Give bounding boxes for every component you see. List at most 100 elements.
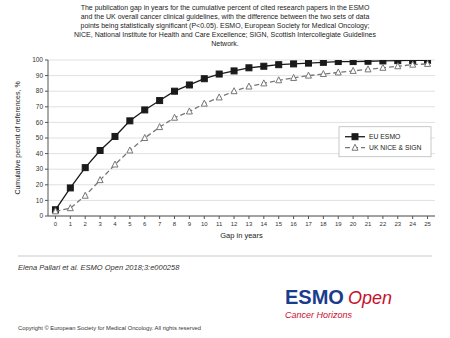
x-tick [159,216,160,219]
point [335,60,341,65]
x-axis-line [48,216,435,217]
point [142,107,148,113]
footer: Elena Pallari et al. ESMO Open 2018;3:e0… [18,263,392,331]
line [55,60,427,209]
x-tick-label: 20 [350,221,357,227]
series [52,60,430,213]
point [82,165,88,171]
legend-label: UK NICE & SIGN [369,144,422,151]
x-tick-label: 16 [290,221,297,227]
y-tick-label: 50 [36,134,44,141]
point [231,68,237,74]
plot [52,60,430,214]
x-tick [204,216,205,219]
x-tick-label: 15 [275,221,282,227]
x-tick [412,216,413,219]
y-tick-label: 40 [36,150,44,157]
point [112,133,118,139]
point [231,88,237,94]
point [157,98,163,104]
point [350,67,356,73]
x-tick-label: 22 [380,221,387,227]
annotation: Elena Pallari et al. ESMO Open 2018;3:e0… [18,263,180,272]
x-tick-label: 21 [365,221,372,227]
title-line: The publication gap in years for the cum… [81,4,370,12]
point [52,208,58,214]
y-tick [45,91,48,92]
point [201,100,207,106]
x-tick-label: 25 [424,221,431,227]
annotation: Open [348,288,392,308]
point [127,118,133,124]
x-tick [100,216,101,219]
divider [18,256,432,257]
x-tick-label: 7 [158,221,162,227]
point [365,66,371,72]
legend: EU ESMO UK NICE & SIGN [339,127,431,157]
x-tick [427,216,428,219]
x-tick [278,216,279,219]
y-tick-label: 10 [36,197,44,204]
y-tick [45,60,48,61]
y-tick [45,153,48,154]
legend-marker [352,144,358,150]
title-line: Network. [211,40,239,47]
point [216,94,222,100]
x-tick-label: 18 [320,221,327,227]
grid [48,60,435,216]
point [82,192,88,198]
point [261,80,267,86]
x-tick-label: 10 [201,221,208,227]
x-axis-label: Gap in years [220,231,263,240]
y-tick-label: 0 [39,212,43,219]
x-tick-label: 3 [98,221,102,227]
x-tick [263,216,264,219]
point [157,124,163,130]
x-tick [219,216,220,219]
x-tick [382,216,383,219]
point [320,60,326,65]
point [142,135,148,141]
point [172,114,178,120]
x-tick [70,216,71,219]
x-tick-label: 19 [335,221,342,227]
grid-line [48,169,435,170]
point [216,71,222,77]
point [186,108,192,114]
point [97,147,103,153]
y-tick-label: 100 [32,56,43,63]
y-tick-label: 20 [36,181,44,188]
y-tick [45,184,48,185]
point [305,72,311,78]
x-tick-label: 12 [231,221,238,227]
x-tick-label: 5 [128,221,132,227]
series [52,60,430,213]
title-line: points being statistically significant (… [81,22,370,30]
point [425,60,431,66]
point [201,76,207,82]
grid-line [48,91,435,92]
x-tick-label: 0 [54,221,58,227]
x-tick [144,216,145,219]
legend-marker [352,134,358,140]
point [97,177,103,183]
title-line: NICE, National Institute for Health and … [74,31,376,39]
grid-line [48,122,435,123]
point [410,61,416,67]
grid-line [48,60,435,61]
point [186,82,192,88]
point [395,63,401,69]
legend-label: EU ESMO [369,133,400,140]
axes: 0123456789101112131415161718192021222324… [32,56,435,227]
point [291,74,297,80]
title: The publication gap in years for the cum… [74,4,376,47]
annotation: ESMO [285,286,344,308]
point [291,61,297,67]
x-tick-label: 23 [394,221,401,227]
x-tick-label: 14 [260,221,267,227]
x-tick-label: 1 [69,221,73,227]
x-tick [248,216,249,219]
x-tick [129,216,130,219]
x-tick-label: 8 [173,221,177,227]
point [365,60,371,64]
